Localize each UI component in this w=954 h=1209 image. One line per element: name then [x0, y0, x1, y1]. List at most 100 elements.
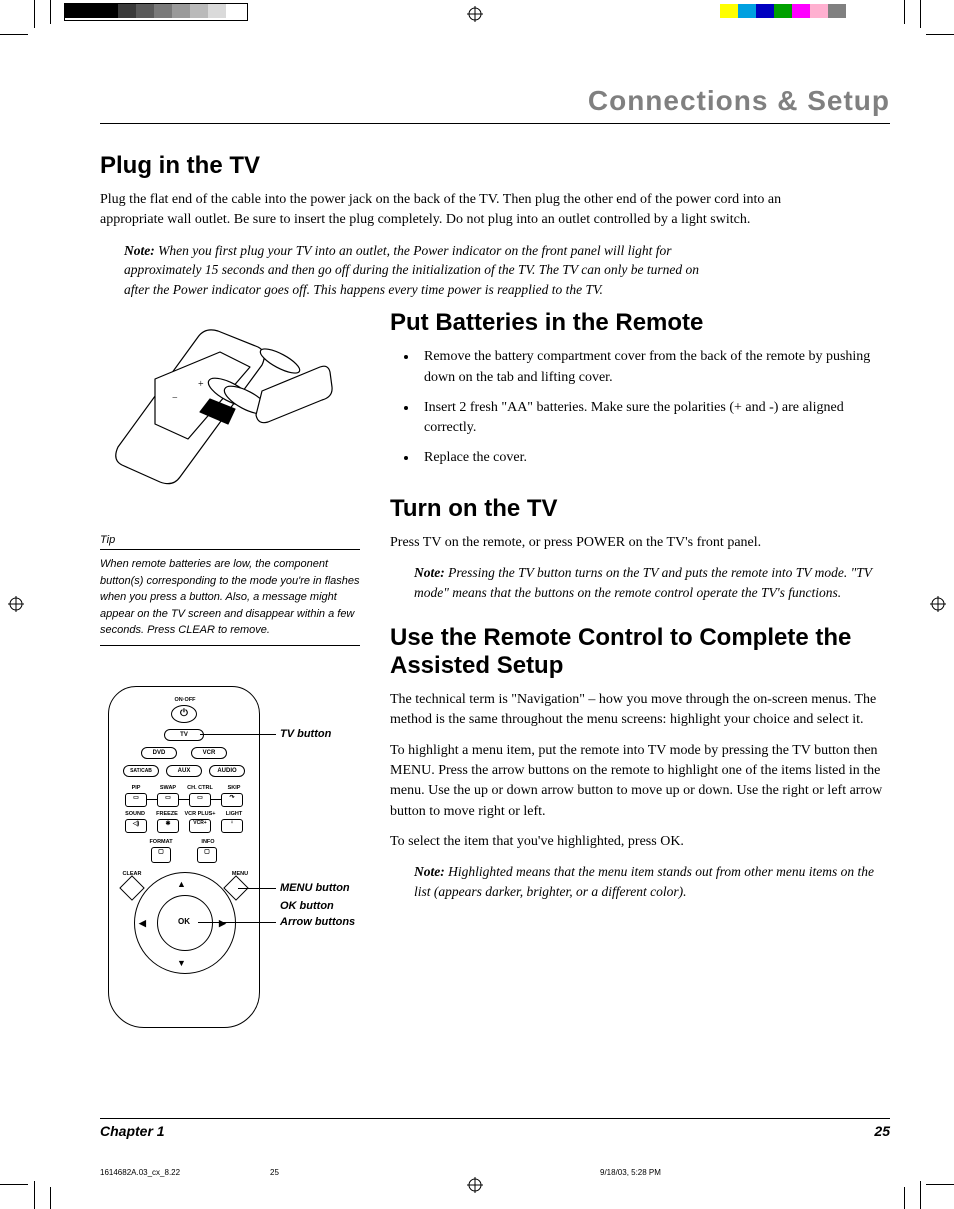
callout-arrows: Arrow buttons	[280, 916, 355, 928]
arrow-right-icon: ▶	[219, 918, 226, 929]
label-info: INFO	[193, 839, 223, 845]
callout-menu: MENU button	[280, 882, 350, 894]
body-assisted-1: The technical term is "Navigation" – how…	[390, 690, 890, 731]
meta-date: 9/18/03, 5:28 PM	[600, 1168, 661, 1177]
heading-plug-in: Plug in the TV	[100, 152, 890, 180]
body-assisted-2: To highlight a menu item, put the remote…	[390, 741, 890, 822]
crop-mark	[50, 0, 51, 24]
tip-block: Tip When remote batteries are low, the c…	[100, 534, 360, 646]
printer-marks-top	[0, 0, 954, 30]
crop-mark	[926, 1184, 954, 1185]
page-header: Connections & Setup	[100, 85, 890, 124]
battery-bullets: Remove the battery compartment cover fro…	[390, 347, 890, 468]
crop-mark	[0, 1184, 28, 1185]
label-skip: SKIP	[221, 785, 247, 791]
remote-diagram: ON·OFF ⏻ TV DVD VCR SAT/CAB AUX AUDIO PI…	[100, 686, 360, 1026]
crop-mark	[50, 1187, 51, 1209]
heading-assisted: Use the Remote Control to Complete the A…	[390, 624, 890, 680]
vcrplus-button: VCR+	[189, 819, 211, 833]
crop-mark	[926, 34, 954, 35]
footer-chapter: Chapter 1	[100, 1123, 165, 1139]
note-text: Highlighted means that the menu item sta…	[414, 864, 874, 899]
crop-mark	[920, 1181, 921, 1209]
freeze-button: ✱	[157, 819, 179, 833]
registration-mark-icon	[930, 596, 946, 612]
swap-button: ▭	[157, 793, 179, 807]
arrow-down-icon: ▼	[177, 958, 186, 968]
label-freeze: FREEZE	[153, 811, 181, 817]
label-format: FORMAT	[143, 839, 179, 845]
note-text: Pressing the TV button turns on the TV a…	[414, 565, 872, 600]
heading-batteries: Put Batteries in the Remote	[390, 309, 890, 337]
info-button: ▢	[197, 847, 217, 863]
callout-tv: TV button	[280, 728, 331, 740]
content-area: Connections & Setup Plug in the TV Plug …	[100, 85, 890, 1026]
satcab-button: SAT/CAB	[123, 765, 159, 777]
right-column: Put Batteries in the Remote Remove the b…	[390, 309, 890, 1026]
sound-button: ◁)	[125, 819, 147, 833]
registration-mark-icon	[467, 1177, 483, 1193]
svg-text:+: +	[198, 379, 204, 390]
body-assisted-3: To select the item that you've highlight…	[390, 832, 890, 852]
label-menu: MENU	[225, 871, 255, 877]
remote-shell: ON·OFF ⏻ TV DVD VCR SAT/CAB AUX AUDIO PI…	[108, 686, 260, 1028]
note-text: When you first plug your TV into an outl…	[124, 243, 699, 297]
list-item: Insert 2 fresh "AA" batteries. Make sure…	[418, 398, 890, 439]
svg-text:−: −	[172, 393, 178, 404]
list-item: Replace the cover.	[418, 448, 890, 468]
aux-button: AUX	[166, 765, 202, 777]
crop-mark	[34, 0, 35, 28]
body-plug-in: Plug the flat end of the cable into the …	[100, 190, 790, 231]
label-onoff: ON·OFF	[165, 697, 205, 703]
vcr-button: VCR	[191, 747, 227, 759]
crop-mark	[904, 0, 905, 24]
note-label: Note:	[414, 565, 445, 580]
registration-mark-icon	[467, 6, 483, 22]
callout-line	[200, 734, 276, 735]
body-turnon: Press TV on the remote, or press POWER o…	[390, 533, 890, 553]
footer-page: 25	[874, 1123, 890, 1139]
power-button: ⏻	[171, 705, 197, 723]
crop-mark	[904, 1187, 905, 1209]
heading-turnon: Turn on the TV	[390, 495, 890, 523]
label-swap: SWAP	[155, 785, 181, 791]
registration-mark-icon	[8, 596, 24, 612]
callout-line	[198, 922, 276, 923]
pip-button: ▭	[125, 793, 147, 807]
page-footer: Chapter 1 25	[100, 1118, 890, 1139]
crop-mark	[0, 34, 28, 35]
left-column: + − Tip When remote batteries are low, t…	[100, 309, 360, 1026]
audio-button: AUDIO	[209, 765, 245, 777]
ok-button: OK	[169, 917, 199, 926]
page: Connections & Setup Plug in the TV Plug …	[0, 0, 954, 1209]
crop-mark	[920, 0, 921, 28]
note-assisted: Note: Highlighted means that the menu it…	[414, 862, 890, 901]
light-button: ♀	[221, 819, 243, 833]
arrow-left-icon: ◀	[139, 918, 146, 929]
meta-pg: 25	[270, 1168, 600, 1177]
battery-illustration: + −	[100, 309, 360, 489]
strip-border	[64, 3, 248, 21]
two-column-layout: + − Tip When remote batteries are low, t…	[100, 309, 890, 1026]
callout-line	[224, 922, 225, 923]
label-sound: SOUND	[121, 811, 149, 817]
color-strip	[720, 4, 864, 18]
format-button: ▢	[151, 847, 171, 863]
meta-file: 1614682A.03_cx_8.22	[100, 1168, 270, 1177]
note-label: Note:	[414, 864, 445, 879]
tip-text: When remote batteries are low, the compo…	[100, 556, 360, 646]
label-pip: PIP	[123, 785, 149, 791]
note-turnon: Note: Pressing the TV button turns on th…	[414, 563, 890, 602]
print-metadata: 1614682A.03_cx_8.22 25 9/18/03, 5:28 PM	[100, 1168, 890, 1177]
tv-button: TV	[164, 729, 204, 741]
callout-line	[238, 888, 276, 889]
callout-ok: OK button	[280, 900, 334, 912]
dvd-button: DVD	[141, 747, 177, 759]
tip-label: Tip	[100, 534, 360, 550]
label-light: LIGHT	[221, 811, 247, 817]
label-chctrl: CH. CTRL	[185, 785, 215, 791]
note-plug-in: Note: When you first plug your TV into a…	[124, 241, 724, 300]
note-label: Note:	[124, 243, 155, 258]
label-vcrplus: VCR PLUS+	[183, 811, 217, 817]
list-item: Remove the battery compartment cover fro…	[418, 347, 890, 388]
